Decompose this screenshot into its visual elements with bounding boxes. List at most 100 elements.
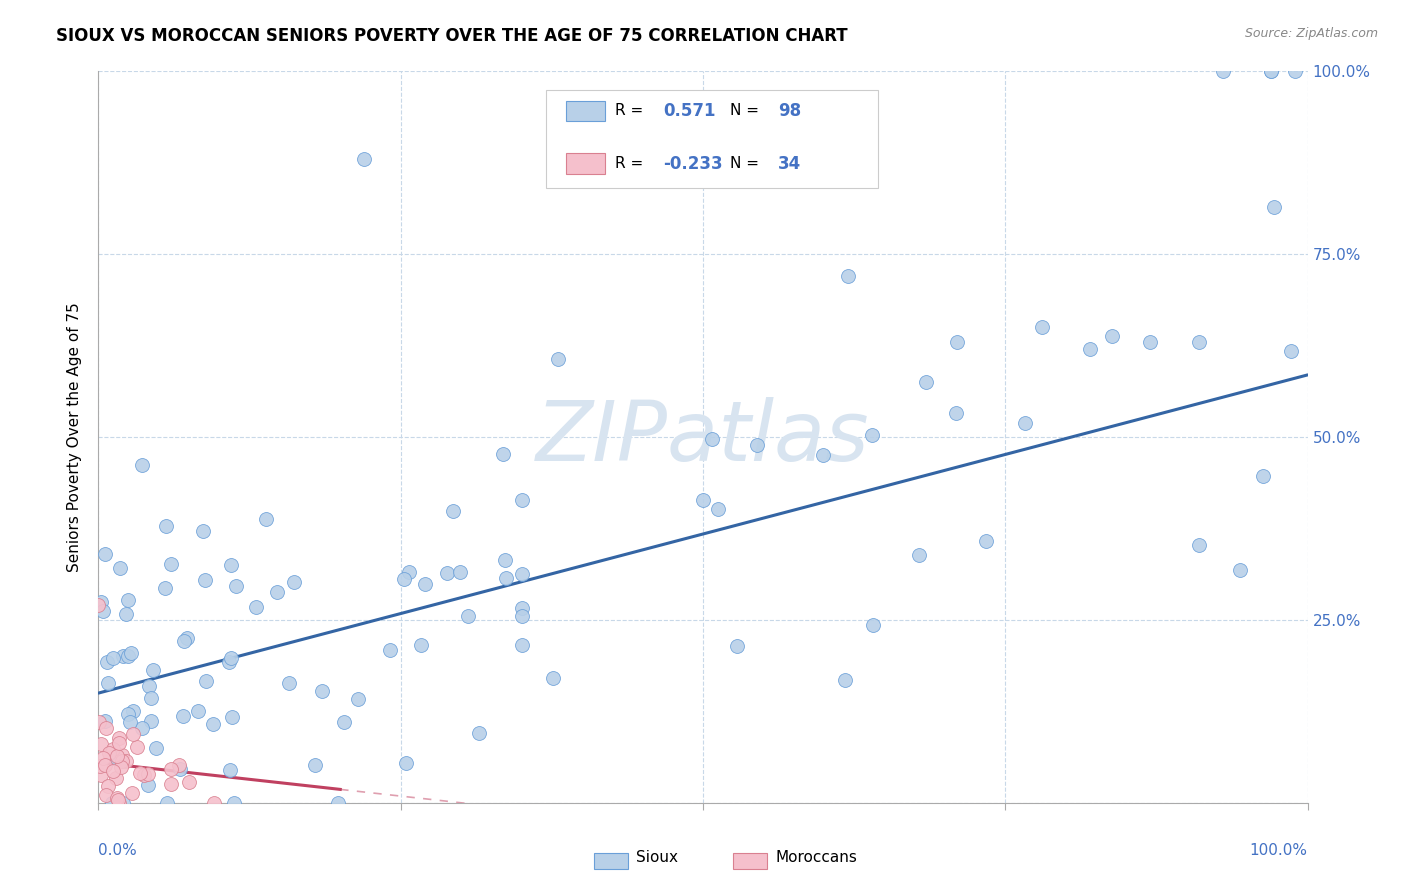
Point (700, 432, 723, 446)
Point (346, 691, 368, 706)
Point (160, 762, 183, 776)
Point (96, 722, 118, 736)
Point (510, 638, 533, 652)
Point (202, 717, 225, 731)
Point (187, 704, 209, 718)
Point (1212, 64, 1234, 78)
Point (117, 592, 139, 607)
Point (449, 565, 471, 579)
Point (974, 534, 997, 549)
Point (1014, 416, 1036, 430)
Text: SIOUX VS MOROCCAN SENIORS POVERTY OVER THE AGE OF 75 CORRELATION CHART: SIOUX VS MOROCCAN SENIORS POVERTY OVER T… (56, 27, 848, 45)
Point (1229, 563, 1251, 577)
Text: -0.233: -0.233 (664, 154, 723, 172)
Point (945, 407, 967, 421)
Text: Source: ZipAtlas.com: Source: ZipAtlas.com (1244, 27, 1378, 40)
Point (311, 684, 333, 698)
Point (176, 631, 198, 645)
Point (114, 607, 136, 621)
Point (108, 736, 131, 750)
Point (1188, 538, 1211, 552)
Point (221, 710, 243, 724)
Point (160, 557, 183, 571)
Point (1101, 329, 1123, 343)
Point (112, 796, 135, 810)
Point (219, 558, 242, 573)
Point (142, 663, 165, 677)
Point (91, 751, 114, 765)
Point (332, 715, 354, 730)
Point (1139, 334, 1161, 349)
Point (138, 778, 160, 792)
Point (101, 764, 124, 778)
Point (1188, 334, 1211, 349)
Text: N =: N = (730, 156, 763, 171)
Point (115, 754, 138, 768)
Text: 98: 98 (778, 102, 801, 120)
Text: ZIPatlas: ZIPatlas (536, 397, 870, 477)
Point (110, 760, 132, 774)
Point (169, 762, 191, 776)
Bar (567, 101, 605, 121)
Point (457, 609, 479, 624)
Point (103, 650, 125, 665)
Point (160, 777, 183, 791)
Point (107, 792, 129, 806)
Point (121, 727, 143, 741)
Point (153, 581, 176, 595)
Point (138, 679, 160, 693)
Point (155, 519, 177, 533)
Point (492, 448, 515, 462)
Point (441, 503, 464, 517)
Point (353, 152, 375, 166)
Point (97, 676, 120, 690)
Point (101, 796, 124, 810)
Text: 100.0%: 100.0% (1250, 843, 1308, 858)
Point (860, 428, 883, 442)
Point (155, 796, 177, 810)
Point (1263, 200, 1285, 214)
Point (108, 731, 131, 746)
Point (946, 334, 969, 349)
Text: N =: N = (730, 103, 763, 119)
Point (136, 767, 159, 781)
Point (94, 788, 117, 802)
Point (173, 634, 195, 648)
Point (131, 721, 153, 735)
Point (1078, 343, 1101, 357)
Point (380, 643, 402, 657)
Point (193, 524, 215, 538)
Point (120, 646, 142, 660)
Text: Sioux: Sioux (637, 850, 679, 865)
Point (90, 737, 112, 751)
Point (266, 585, 288, 599)
Point (111, 748, 134, 763)
Point (94, 547, 117, 561)
Point (908, 548, 931, 562)
Point (468, 726, 491, 740)
Point (97, 779, 120, 793)
Point (195, 673, 218, 688)
Point (94, 714, 117, 729)
Point (409, 638, 432, 652)
Point (89, 714, 111, 729)
Point (304, 757, 326, 772)
Point (707, 502, 730, 516)
Point (547, 352, 569, 367)
Point (129, 765, 152, 780)
Point (105, 752, 128, 766)
Bar (734, 853, 768, 869)
Point (110, 561, 132, 575)
Point (134, 768, 156, 782)
Point (172, 709, 194, 723)
Point (837, 269, 859, 284)
Point (224, 796, 246, 810)
Point (510, 601, 533, 615)
Point (1260, 64, 1282, 78)
Point (436, 566, 458, 580)
Point (111, 754, 134, 768)
Point (97, 747, 120, 761)
Point (90, 768, 112, 782)
Point (120, 714, 142, 729)
Point (543, 671, 565, 685)
